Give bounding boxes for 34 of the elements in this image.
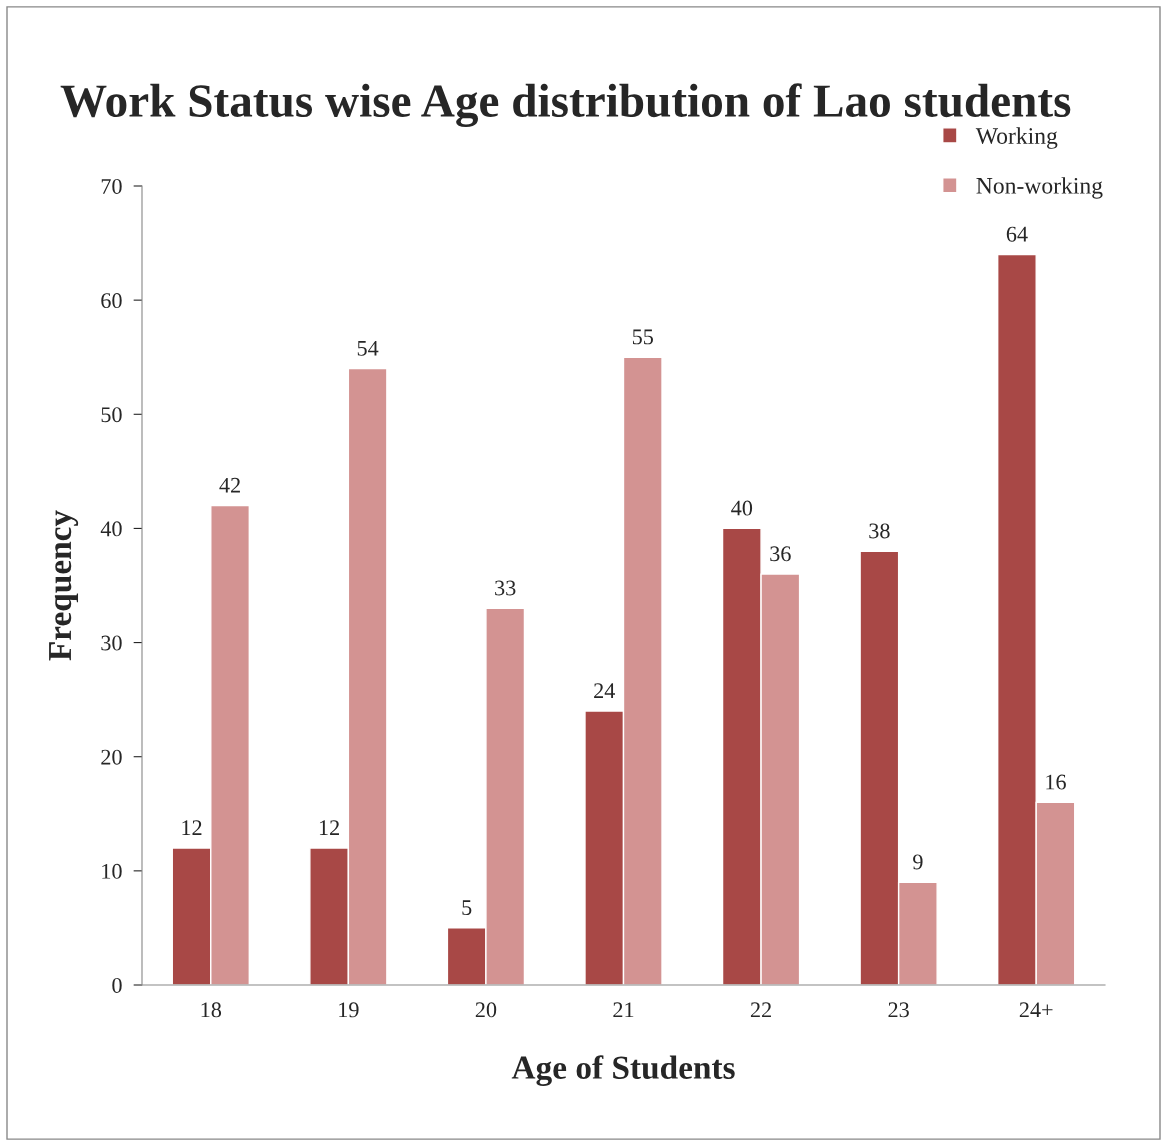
y-tick-label: 70 bbox=[101, 178, 122, 194]
y-tick-label: 0 bbox=[112, 977, 122, 993]
x-tick-label: 19 bbox=[339, 1002, 359, 1018]
legend-label: Working bbox=[975, 127, 1058, 149]
y-tick-label: 10 bbox=[102, 863, 122, 879]
y-tick-label: 60 bbox=[101, 293, 122, 309]
x-tick-label: 22 bbox=[750, 1002, 771, 1018]
x-axis-title: Age of Students bbox=[511, 1055, 735, 1086]
y-tick-label: 20 bbox=[101, 749, 122, 765]
data-label: 40 bbox=[731, 500, 753, 516]
data-label: 55 bbox=[632, 329, 653, 345]
x-tick-label: 21 bbox=[613, 1002, 634, 1018]
y-tick-label: 40 bbox=[100, 521, 122, 537]
y-tick-label: 50 bbox=[101, 407, 122, 423]
data-label: 12 bbox=[319, 820, 339, 835]
data-label: 54 bbox=[357, 340, 379, 356]
data-label: 36 bbox=[770, 546, 791, 562]
data-label: 38 bbox=[869, 523, 890, 539]
data-label: 12 bbox=[182, 820, 202, 835]
data-label: 5 bbox=[462, 900, 472, 916]
data-label: 9 bbox=[913, 854, 923, 870]
y-axis-title: Frequency bbox=[49, 510, 79, 661]
data-label: 24 bbox=[594, 683, 615, 698]
x-tick-label: 23 bbox=[888, 1002, 909, 1018]
data-label: 42 bbox=[219, 477, 240, 493]
data-label: 33 bbox=[495, 580, 516, 596]
x-tick-label: 24+ bbox=[1019, 1002, 1053, 1018]
data-label: 64 bbox=[1006, 226, 1028, 242]
x-tick-label: 18 bbox=[201, 1002, 222, 1018]
chart-title: Work Status wise Age distribution of Lao students bbox=[60, 83, 1071, 127]
data-label: 16 bbox=[1046, 774, 1066, 790]
x-tick-label: 20 bbox=[475, 1002, 497, 1018]
legend-label: Non-working bbox=[976, 177, 1103, 199]
y-tick-label: 30 bbox=[101, 635, 122, 651]
